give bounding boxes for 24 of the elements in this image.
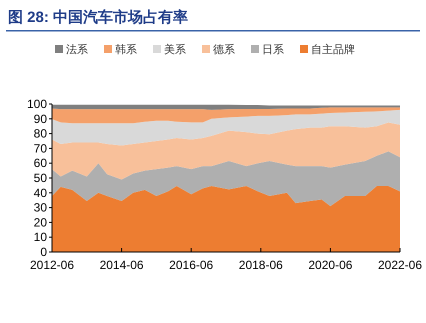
title: 图 28: 中国汽车市场占有率 xyxy=(8,9,188,26)
legend-label: 自主品牌 xyxy=(311,43,355,56)
y-tick-label: 20 xyxy=(34,215,48,230)
y-tick-label: 0 xyxy=(40,245,48,259)
x-tick-label: 2014-06 xyxy=(100,258,144,272)
x-tick-label: 2020-06 xyxy=(308,258,353,272)
x-tick-label: 2022-06 xyxy=(378,258,422,272)
y-tick-label: 100 xyxy=(26,97,48,111)
x-tick-label: 2016-06 xyxy=(169,258,214,272)
legend-label: 美系 xyxy=(164,43,186,56)
y-tick-label: 60 xyxy=(34,156,48,170)
y-tick-label: 70 xyxy=(34,141,48,156)
legend-label: 法系 xyxy=(66,43,88,56)
y-tick-label: 50 xyxy=(34,171,48,185)
legend-label: 韩系 xyxy=(115,43,137,56)
x-tick-label: 2012-06 xyxy=(30,258,74,272)
x-tick-label: 2018-06 xyxy=(238,258,284,272)
legend-label: 日系 xyxy=(262,43,284,56)
y-tick-label: 30 xyxy=(34,200,48,215)
legend-label: 德系 xyxy=(213,43,235,56)
y-tick-label: 90 xyxy=(34,112,48,126)
y-tick-label: 10 xyxy=(34,230,48,244)
y-tick-label: 40 xyxy=(34,186,48,200)
y-tick-label: 80 xyxy=(34,126,48,141)
